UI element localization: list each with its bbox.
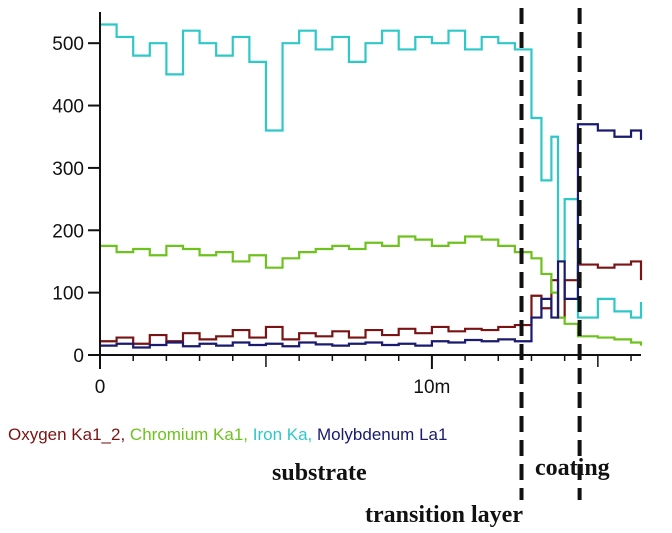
y-tick-label: 300: [52, 159, 84, 180]
y-tick-label: 200: [52, 221, 84, 242]
series-line-molybdenum-la1: [100, 123, 643, 349]
y-tick-label: 0: [73, 346, 84, 367]
y-tick-label: 500: [52, 34, 84, 55]
legend-entry-oxygen-ka1-2: Oxygen Ka1_2,: [8, 425, 130, 444]
y-tick-label: 400: [52, 97, 84, 118]
region-label-coating: coating: [535, 455, 610, 481]
x-tick-label: 10m: [413, 377, 450, 398]
legend-entry-iron-ka: Iron Ka,: [253, 425, 317, 444]
legend-entry-chromium-ka1: Chromium Ka1,: [130, 425, 253, 444]
region-label-substrate: substrate: [272, 460, 367, 486]
series-line-iron-ka: [100, 23, 643, 319]
legend-entry-molybdenum-la1: Molybdenum La1: [317, 425, 447, 444]
series-line-chromium-ka1: [100, 235, 643, 346]
x-tick-label: 0: [95, 377, 106, 398]
series-line-oxygen-ka1-2: [100, 260, 643, 345]
legend: Oxygen Ka1_2, Chromium Ka1, Iron Ka, Mol…: [8, 425, 447, 444]
region-label-transition-layer: transition layer: [365, 502, 523, 528]
y-tick-label: 100: [52, 284, 84, 305]
